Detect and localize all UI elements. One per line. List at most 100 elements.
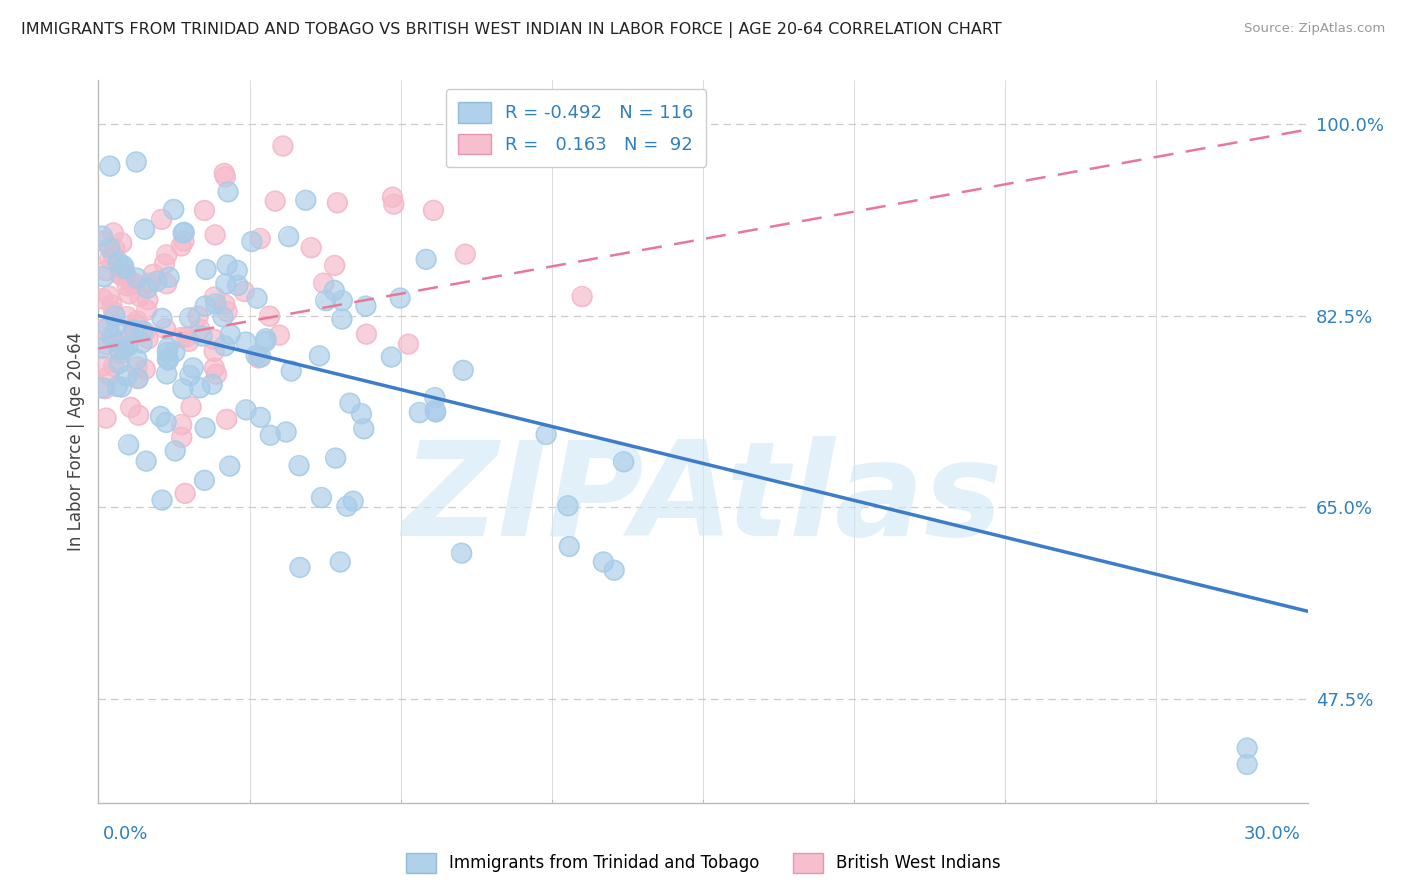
Point bbox=[212, 310, 235, 324]
Point bbox=[112, 342, 135, 356]
Point bbox=[110, 380, 132, 394]
Point bbox=[112, 341, 135, 355]
Point bbox=[534, 427, 557, 442]
Point bbox=[115, 310, 138, 324]
Point bbox=[312, 276, 335, 290]
Point bbox=[226, 278, 249, 293]
Point bbox=[326, 195, 349, 210]
Point bbox=[603, 563, 626, 577]
Point bbox=[156, 351, 179, 366]
Point bbox=[215, 304, 238, 318]
Point bbox=[215, 412, 238, 426]
Point bbox=[177, 334, 200, 349]
Point bbox=[104, 309, 127, 323]
Point bbox=[1236, 757, 1258, 772]
Point bbox=[150, 212, 173, 227]
Point bbox=[408, 405, 430, 419]
Point bbox=[454, 247, 477, 261]
Point bbox=[172, 226, 194, 240]
Point bbox=[134, 325, 156, 339]
Point bbox=[259, 428, 281, 442]
Point bbox=[170, 430, 193, 444]
Point bbox=[103, 305, 125, 319]
Point bbox=[356, 327, 378, 342]
Point bbox=[112, 266, 135, 280]
Point bbox=[188, 381, 211, 395]
Point bbox=[157, 270, 180, 285]
Point bbox=[156, 248, 179, 262]
Point bbox=[408, 405, 430, 419]
Point bbox=[204, 290, 226, 304]
Point bbox=[356, 327, 378, 342]
Text: Source: ZipAtlas.com: Source: ZipAtlas.com bbox=[1244, 22, 1385, 36]
Point bbox=[107, 334, 129, 349]
Point bbox=[108, 267, 131, 281]
Point bbox=[96, 263, 118, 277]
Point bbox=[226, 263, 249, 277]
Point bbox=[115, 368, 138, 383]
Point bbox=[271, 139, 294, 153]
Point bbox=[142, 267, 165, 281]
Point bbox=[398, 337, 420, 351]
Point bbox=[127, 371, 149, 385]
Point bbox=[103, 226, 125, 240]
Point bbox=[149, 409, 172, 424]
Point bbox=[415, 252, 437, 267]
Point bbox=[280, 364, 302, 378]
Point bbox=[121, 277, 143, 292]
Point bbox=[98, 159, 121, 173]
Point bbox=[246, 291, 269, 305]
Point bbox=[105, 318, 128, 333]
Point bbox=[215, 277, 238, 291]
Point bbox=[179, 368, 201, 383]
Point bbox=[108, 356, 131, 370]
Point bbox=[125, 271, 148, 285]
Point bbox=[91, 341, 114, 355]
Point bbox=[288, 458, 311, 473]
Point bbox=[128, 289, 150, 303]
Point bbox=[115, 368, 138, 383]
Point bbox=[156, 351, 179, 366]
Point bbox=[172, 226, 194, 240]
Point bbox=[91, 229, 114, 244]
Point bbox=[139, 276, 162, 290]
Point bbox=[156, 341, 179, 355]
Point bbox=[112, 334, 135, 348]
Point bbox=[312, 276, 335, 290]
Point bbox=[202, 361, 225, 376]
Point bbox=[91, 381, 114, 395]
Point bbox=[134, 362, 156, 376]
Point bbox=[235, 402, 257, 417]
Point bbox=[101, 298, 124, 312]
Point bbox=[174, 486, 197, 500]
Point bbox=[112, 266, 135, 280]
Point bbox=[173, 225, 195, 239]
Point bbox=[115, 268, 138, 282]
Point bbox=[212, 310, 235, 324]
Point bbox=[202, 344, 225, 359]
Point bbox=[612, 455, 634, 469]
Point bbox=[264, 194, 287, 208]
Point bbox=[389, 291, 412, 305]
Point bbox=[249, 231, 271, 245]
Point bbox=[353, 422, 375, 436]
Point bbox=[142, 267, 165, 281]
Point bbox=[157, 353, 180, 368]
Point bbox=[277, 229, 299, 244]
Point bbox=[117, 339, 139, 353]
Point bbox=[193, 473, 215, 487]
Point bbox=[163, 202, 186, 217]
Point bbox=[276, 425, 298, 439]
Point bbox=[125, 359, 148, 374]
Point bbox=[219, 327, 242, 342]
Point bbox=[451, 363, 474, 377]
Point bbox=[592, 555, 614, 569]
Point bbox=[117, 438, 139, 452]
Legend: R = -0.492   N = 116, R =   0.163   N =  92: R = -0.492 N = 116, R = 0.163 N = 92 bbox=[446, 89, 706, 167]
Point bbox=[571, 289, 593, 303]
Point bbox=[202, 333, 225, 347]
Point bbox=[194, 299, 217, 313]
Point bbox=[336, 500, 359, 514]
Point bbox=[288, 560, 311, 574]
Point bbox=[204, 297, 226, 311]
